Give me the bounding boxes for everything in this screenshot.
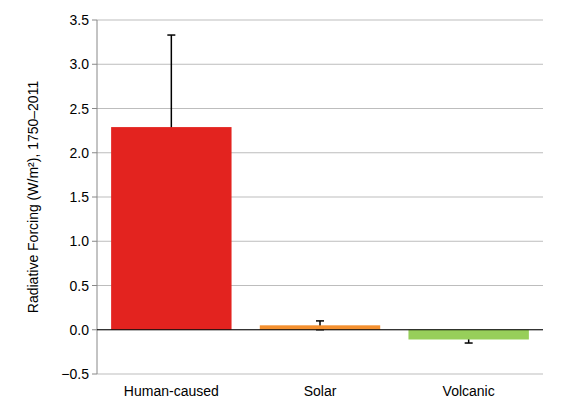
tick-mark bbox=[92, 374, 97, 375]
tick-mark bbox=[92, 20, 97, 21]
tick-label: −0.5 bbox=[61, 366, 89, 382]
baseline bbox=[97, 329, 543, 330]
error-cap bbox=[465, 342, 473, 344]
tick-mark bbox=[92, 197, 97, 198]
grid-line bbox=[97, 20, 543, 21]
category-label: Human-caused bbox=[124, 383, 219, 399]
tick-mark bbox=[92, 64, 97, 65]
category-label: Solar bbox=[304, 383, 337, 399]
bar bbox=[260, 325, 380, 329]
tick-mark bbox=[92, 329, 97, 330]
tick-label: 0.0 bbox=[70, 322, 90, 338]
tick-label: 3.0 bbox=[70, 56, 90, 72]
category-label: Volcanic bbox=[443, 383, 495, 399]
tick-label: 0.5 bbox=[70, 278, 90, 294]
tick-mark bbox=[92, 152, 97, 153]
tick-label: 2.0 bbox=[70, 145, 90, 161]
bar bbox=[111, 127, 231, 330]
grid-line bbox=[97, 64, 543, 65]
grid-line bbox=[97, 329, 543, 330]
tick-label: 3.5 bbox=[70, 12, 90, 28]
grid-line bbox=[97, 374, 543, 375]
error-cap bbox=[167, 34, 175, 36]
tick-label: 2.5 bbox=[70, 101, 90, 117]
tick-mark bbox=[92, 108, 97, 109]
y-axis-label: Radiative Forcing (W/m²), 1750–2011 bbox=[25, 81, 41, 314]
bar bbox=[408, 330, 528, 340]
tick-label: 1.0 bbox=[70, 233, 90, 249]
chart: −0.5 0.0 0.5 1.0 1.5 2.0 2.5 3.0 3.5 Human-caused… bbox=[0, 0, 561, 410]
y-axis bbox=[97, 20, 98, 374]
error-cap bbox=[316, 320, 324, 322]
grid-line bbox=[97, 108, 543, 109]
tick-mark bbox=[92, 285, 97, 286]
tick-label: 1.5 bbox=[70, 189, 90, 205]
tick-mark bbox=[92, 241, 97, 242]
